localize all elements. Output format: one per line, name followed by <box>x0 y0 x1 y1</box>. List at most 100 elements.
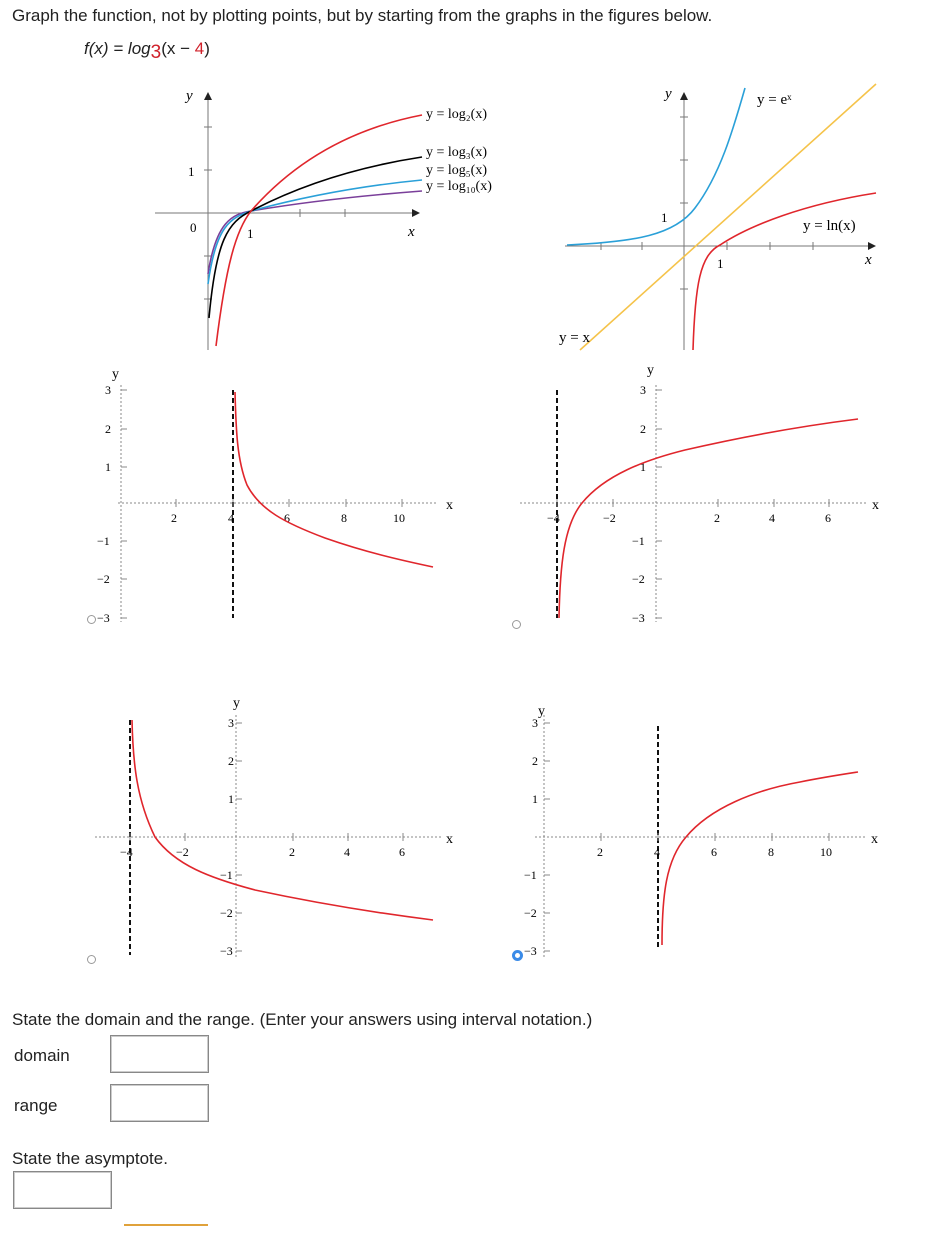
ref-right-x-label: x <box>864 252 872 268</box>
opt-d-xtick-8: 8 <box>768 845 774 859</box>
opt-b-x-label: x <box>872 498 879 513</box>
ref-left-x-arrow <box>412 209 420 217</box>
opt-d-curve <box>661 771 859 946</box>
opt-b-ytick-m1: −1 <box>632 534 645 548</box>
opt-a-ytick-m1: −1 <box>97 534 110 548</box>
opt-c-xtick-6: 6 <box>399 845 405 859</box>
ref-left-y-arrow <box>204 92 212 100</box>
opt-c-ytick-m1: −1 <box>220 868 233 882</box>
function-open: (x − <box>161 39 195 58</box>
option-b-radio[interactable] <box>512 620 521 629</box>
opt-b-y-label: y <box>647 363 654 378</box>
opt-a-ytick-2: 2 <box>105 422 111 436</box>
opt-d-ytick-m2: −2 <box>524 906 537 920</box>
reference-graph-exp-ln: y x 1 1 y = eˣ y = ln(x) y = x <box>559 83 877 351</box>
domain-input[interactable] <box>110 1035 209 1073</box>
opt-d-ytick-1: 1 <box>532 792 538 806</box>
label-identity: y = x <box>559 330 590 346</box>
opt-d-xtick-6: 6 <box>711 845 717 859</box>
ref-right-y-arrow <box>680 92 688 100</box>
option-c-graph: y x 3 2 1 −1 −2 −3 −4 −2 2 4 6 <box>95 696 453 958</box>
opt-c-xtick-4: 4 <box>344 845 350 859</box>
opt-c-xtick-m4: −4 <box>120 845 133 859</box>
opt-c-ytick-m2: −2 <box>220 906 233 920</box>
range-label: range <box>14 1096 58 1115</box>
opt-b-xtick-m4: −4 <box>547 511 560 525</box>
opt-b-xtick-m2: −2 <box>603 511 616 525</box>
domain-range-prompt: State the domain and the range. (Enter y… <box>12 1010 593 1029</box>
opt-a-xtick-8: 8 <box>341 511 347 525</box>
domain-label: domain <box>14 1046 70 1065</box>
range-input[interactable] <box>110 1084 209 1122</box>
function-constant: 4 <box>194 39 205 58</box>
function-expression: f(x) = log3(x − 4) <box>84 38 210 63</box>
ref-left-tick-1x: 1 <box>247 226 254 241</box>
ref-right-tick-1x: 1 <box>717 256 724 271</box>
opt-d-y-label: y <box>538 704 545 719</box>
opt-d-ytick-3: 3 <box>532 716 538 730</box>
opt-d-xtick-10: 10 <box>820 845 832 859</box>
opt-b-curve <box>558 418 859 619</box>
asymptote-prompt: State the asymptote. <box>12 1149 168 1168</box>
opt-b-xtick-6: 6 <box>825 511 831 525</box>
opt-c-x-label: x <box>446 832 453 847</box>
label-log2: y = log₂(x) <box>426 107 487 122</box>
opt-b-xtick-2: 2 <box>714 511 720 525</box>
function-prefix: f(x) = log <box>84 39 151 58</box>
curve-ln <box>692 192 877 351</box>
curve-log3 <box>208 156 423 319</box>
option-a-graph: y x 3 2 1 −1 −2 −3 2 4 6 8 10 <box>97 367 453 625</box>
opt-d-ytick-m3: −3 <box>524 944 537 958</box>
label-log5: y = log₅(x) <box>426 163 487 178</box>
ref-right-x-arrow <box>868 242 876 250</box>
ref-left-tick-0: 0 <box>190 220 197 235</box>
opt-a-ytick-3: 3 <box>105 383 111 397</box>
opt-c-ytick-m3: −3 <box>220 944 233 958</box>
asymptote-input[interactable] <box>13 1171 112 1209</box>
opt-a-x-label: x <box>446 498 453 513</box>
opt-a-ytick-m2: −2 <box>97 572 110 586</box>
reference-graph-logs: y x 1 0 1 y = log₂(x) y = log₃(x) y = lo… <box>155 88 492 350</box>
opt-a-xtick-2: 2 <box>171 511 177 525</box>
label-log10: y = log₁₀(x) <box>426 179 492 194</box>
opt-c-ytick-3: 3 <box>228 716 234 730</box>
opt-a-xtick-6: 6 <box>284 511 290 525</box>
option-d-radio[interactable] <box>512 950 523 961</box>
opt-c-curve <box>131 719 434 921</box>
ref-right-tick-1y: 1 <box>661 210 668 225</box>
opt-c-ytick-2: 2 <box>228 754 234 768</box>
function-close: ) <box>204 39 210 58</box>
option-d-graph: y x 3 2 1 −1 −2 −3 2 4 6 8 10 <box>524 704 878 958</box>
label-ln: y = ln(x) <box>803 218 856 234</box>
option-c-radio[interactable] <box>87 955 96 964</box>
ref-left-x-label: x <box>407 224 415 240</box>
opt-a-ytick-m3: −3 <box>97 611 110 625</box>
opt-c-ytick-1: 1 <box>228 792 234 806</box>
opt-a-ytick-1: 1 <box>105 460 111 474</box>
opt-c-xtick-2: 2 <box>289 845 295 859</box>
opt-d-xtick-2: 2 <box>597 845 603 859</box>
label-exp: y = eˣ <box>757 92 792 108</box>
opt-b-ytick-m3: −3 <box>632 611 645 625</box>
opt-d-ytick-2: 2 <box>532 754 538 768</box>
opt-c-y-label: y <box>233 696 240 711</box>
opt-b-xtick-4: 4 <box>769 511 775 525</box>
line-identity <box>579 83 877 351</box>
curve-log2 <box>215 114 423 347</box>
option-a-radio[interactable] <box>87 615 96 624</box>
curve-exp <box>566 87 746 246</box>
opt-c-xtick-m2: −2 <box>176 845 189 859</box>
opt-d-ytick-m1: −1 <box>524 868 537 882</box>
opt-b-ytick-3: 3 <box>640 383 646 397</box>
question-instruction: Graph the function, not by plotting poin… <box>12 6 713 25</box>
opt-b-ytick-1: 1 <box>640 460 646 474</box>
curve-log10 <box>207 190 423 275</box>
opt-b-ytick-2: 2 <box>640 422 646 436</box>
submit-button-edge[interactable] <box>124 1224 208 1234</box>
function-base: 3 <box>150 42 162 63</box>
opt-b-ytick-m2: −2 <box>632 572 645 586</box>
ref-left-tick-1y: 1 <box>188 164 195 179</box>
ref-right-y-label: y <box>663 86 672 102</box>
opt-a-xtick-10: 10 <box>393 511 405 525</box>
option-b-graph: y x 3 2 1 −1 −2 −3 −4 −2 2 4 6 <box>520 363 879 625</box>
